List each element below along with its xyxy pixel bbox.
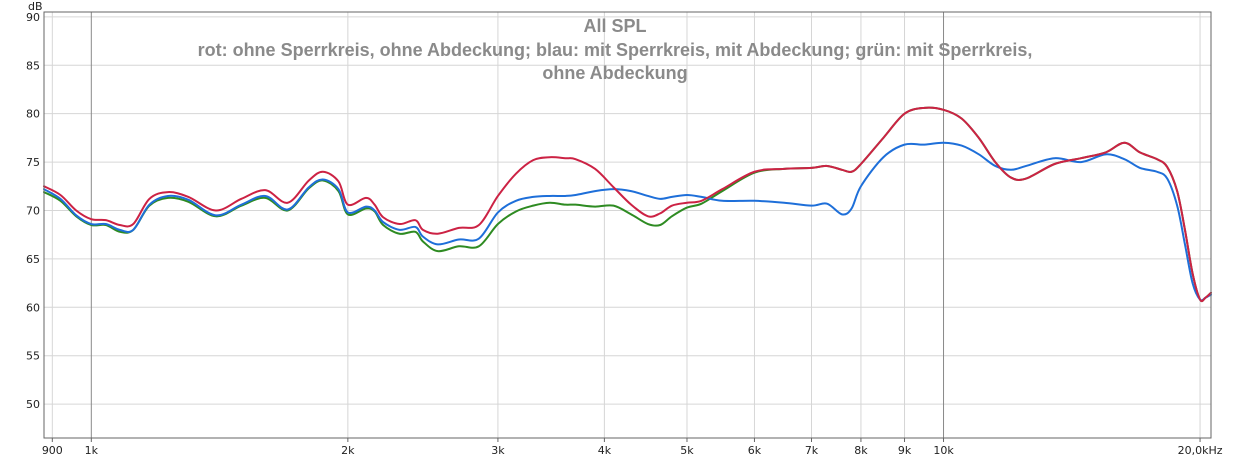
x-tick-label: 8k bbox=[854, 444, 868, 457]
y-axis-ticks: 50 55 60 65 70 75 80 85 90 bbox=[26, 11, 40, 411]
y-tick-label: 65 bbox=[26, 253, 40, 266]
x-axis-ticks: 900 1k 2k 3k 4k 5k 6k 7k 8k 9k 10k 20,0kHz bbox=[42, 438, 1223, 457]
y-tick-label: 70 bbox=[26, 204, 40, 217]
x-tick-label: 1k bbox=[85, 444, 99, 457]
x-tick-label: 900 bbox=[42, 444, 63, 457]
plot-frame bbox=[43, 11, 1212, 439]
x-tick-label: 9k bbox=[898, 444, 912, 457]
x-tick-label: 10k bbox=[933, 444, 954, 457]
x-tick-label: 7k bbox=[805, 444, 819, 457]
series-line-0 bbox=[43, 106, 1212, 303]
y-tick-label: 75 bbox=[26, 156, 40, 169]
chart-subtitle-line-2: ohne Abdeckung bbox=[542, 63, 687, 83]
x-tick-label: 20,0kHz bbox=[1178, 444, 1223, 457]
x-tick-label: 3k bbox=[491, 444, 505, 457]
x-tick-label: 6k bbox=[748, 444, 762, 457]
y-tick-label: 55 bbox=[26, 350, 40, 363]
y-tick-label: 90 bbox=[26, 11, 40, 24]
x-tick-label: 4k bbox=[598, 444, 612, 457]
y-tick-label: 80 bbox=[26, 108, 40, 121]
y-tick-label: 60 bbox=[26, 301, 40, 314]
y-tick-label: 85 bbox=[26, 59, 40, 72]
chart-subtitle-line-1: rot: ohne Sperrkreis, ohne Abdeckung; bl… bbox=[198, 40, 1033, 60]
series-line-2 bbox=[43, 106, 1212, 303]
y-tick-label: 50 bbox=[26, 398, 40, 411]
chart-title: All SPL bbox=[583, 16, 646, 36]
x-tick-label: 2k bbox=[341, 444, 355, 457]
series-line-1 bbox=[43, 141, 1212, 302]
y-axis-unit-label: dB bbox=[28, 0, 43, 13]
chart-series bbox=[43, 106, 1212, 303]
x-tick-label: 5k bbox=[680, 444, 694, 457]
